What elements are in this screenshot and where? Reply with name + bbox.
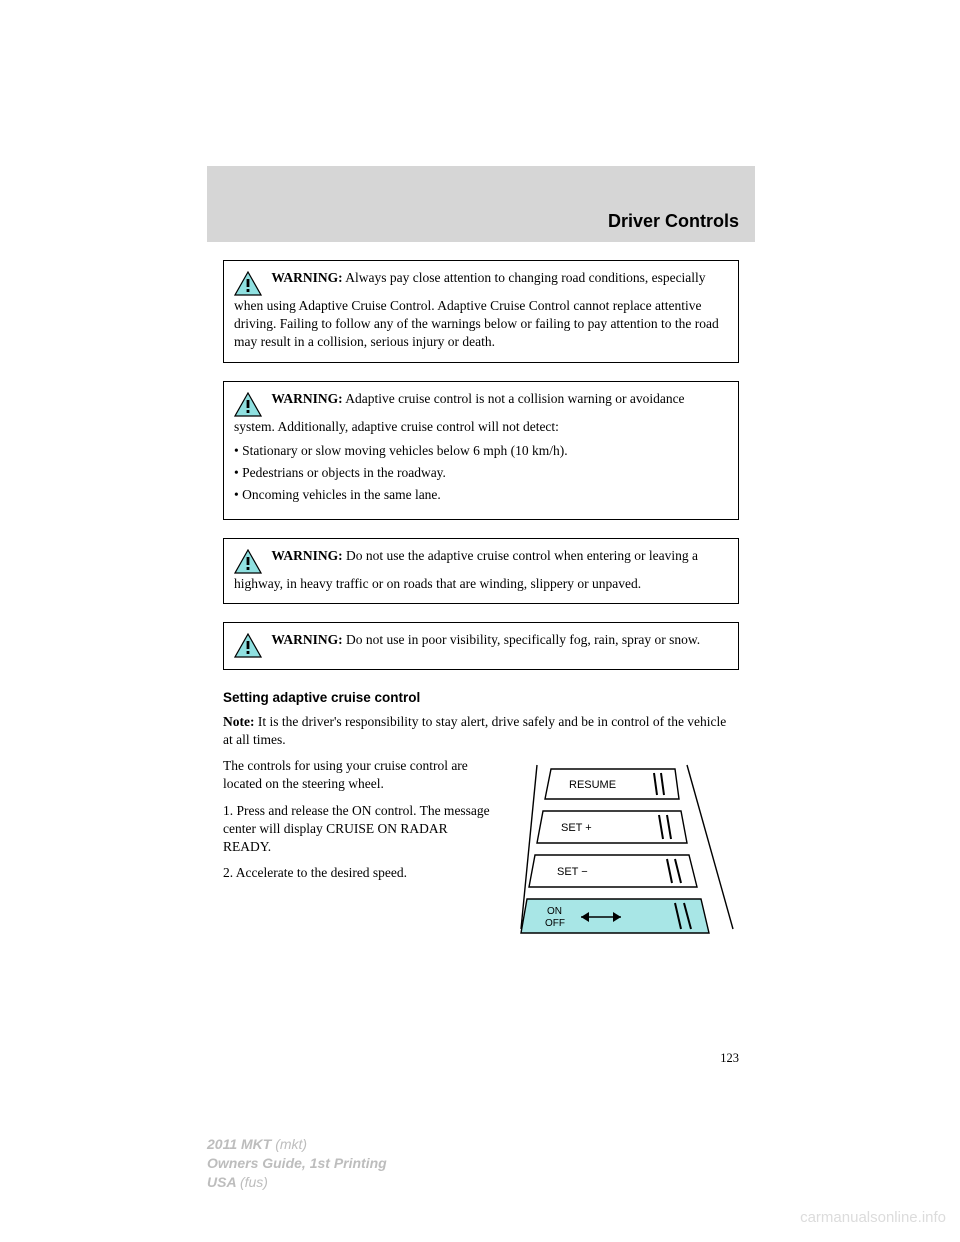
footer-region-code: (fus) xyxy=(240,1174,268,1190)
cruise-control-diagram: RESUME SET + xyxy=(509,757,739,947)
left-column: The controls for using your cruise contr… xyxy=(223,757,495,947)
warning-label: WARNING: xyxy=(271,391,342,406)
note-label: Note: xyxy=(223,714,254,729)
warning-label: WARNING: xyxy=(271,270,342,285)
body-para: 2. Accelerate to the desired speed. xyxy=(223,864,495,882)
diagram-button-label: RESUME xyxy=(569,779,616,791)
warning-label: WARNING: xyxy=(271,548,342,563)
body-para: The controls for using your cruise contr… xyxy=(223,757,495,793)
warning-box-4: WARNING: Do not use in poor visibility, … xyxy=(223,622,739,670)
diagram-button-label: SET − xyxy=(557,866,588,878)
footer-guide: Owners Guide, 1st Printing xyxy=(207,1154,387,1173)
chapter-header: Driver Controls xyxy=(207,166,755,242)
body-area: WARNING: Always pay close attention to c… xyxy=(207,242,755,947)
page-number: 123 xyxy=(720,1051,739,1066)
warning-bullets: Stationary or slow moving vehicles below… xyxy=(234,442,728,505)
diagram-button-label: ON xyxy=(547,906,562,917)
note-para: Note: It is the driver's responsibility … xyxy=(223,713,739,749)
chapter-title: Driver Controls xyxy=(608,211,739,232)
warning-box-3: WARNING: Do not use the adaptive cruise … xyxy=(223,538,739,604)
section-heading: Setting adaptive cruise control xyxy=(223,690,739,705)
two-column-area: The controls for using your cruise contr… xyxy=(223,757,739,947)
warning-box-1: WARNING: Always pay close attention to c… xyxy=(223,260,739,363)
diagram-button-label: OFF xyxy=(545,918,565,929)
page-content: Driver Controls WARNING: Always pay clos… xyxy=(207,166,755,1066)
warning-icon xyxy=(234,392,262,418)
warning-bullet: Oncoming vehicles in the same lane. xyxy=(234,486,728,504)
warning-bullet: Pedestrians or objects in the roadway. xyxy=(234,464,728,482)
right-column: RESUME SET + xyxy=(509,757,739,947)
diagram-button-label: SET + xyxy=(561,822,592,834)
watermark: carmanualsonline.info xyxy=(800,1209,946,1226)
warning-icon xyxy=(234,633,262,659)
footer-region: USA xyxy=(207,1174,240,1190)
warning-icon xyxy=(234,271,262,297)
footer-model: 2011 MKT xyxy=(207,1136,275,1152)
note-text: It is the driver's responsibility to sta… xyxy=(223,714,726,747)
warning-box-2: WARNING: Adaptive cruise control is not … xyxy=(223,381,739,520)
warning-label: WARNING: xyxy=(271,632,342,647)
warning-text: Do not use in poor visibility, specifica… xyxy=(343,632,700,647)
warning-icon xyxy=(234,549,262,575)
footer-model-code: (mkt) xyxy=(275,1136,307,1152)
body-para: 1. Press and release the ON control. The… xyxy=(223,802,495,857)
warning-bullet: Stationary or slow moving vehicles below… xyxy=(234,442,728,460)
footer: 2011 MKT (mkt) Owners Guide, 1st Printin… xyxy=(207,1135,387,1192)
